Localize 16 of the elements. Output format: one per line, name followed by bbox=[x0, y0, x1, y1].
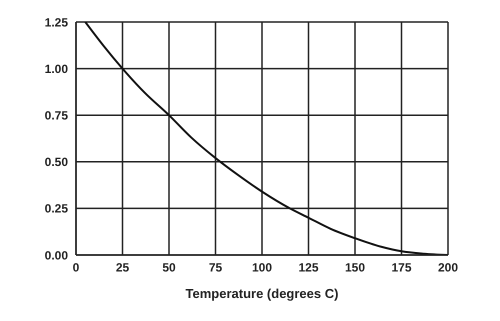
y-tick-label: 0.50 bbox=[44, 155, 68, 170]
x-tick-label: 50 bbox=[162, 260, 176, 275]
x-tick-label: 125 bbox=[298, 260, 319, 275]
y-tick-label: 1.25 bbox=[44, 15, 68, 30]
x-tick-label: 175 bbox=[391, 260, 412, 275]
y-tick-label: 0.25 bbox=[44, 202, 68, 216]
x-tick-label: 75 bbox=[208, 260, 222, 275]
y-tick-label: 0.75 bbox=[44, 108, 68, 122]
y-tick-label: 0.00 bbox=[44, 248, 68, 262]
y-tick-label: 1.00 bbox=[44, 62, 68, 76]
x-tick-label: 150 bbox=[344, 260, 366, 275]
x-tick-label: 200 bbox=[438, 260, 458, 275]
x-axis-title: Temperature (degrees C) bbox=[186, 286, 338, 301]
x-tick-label: 25 bbox=[116, 260, 130, 275]
x-tick-label: 0 bbox=[72, 260, 80, 275]
x-tick-label: 100 bbox=[252, 260, 272, 275]
